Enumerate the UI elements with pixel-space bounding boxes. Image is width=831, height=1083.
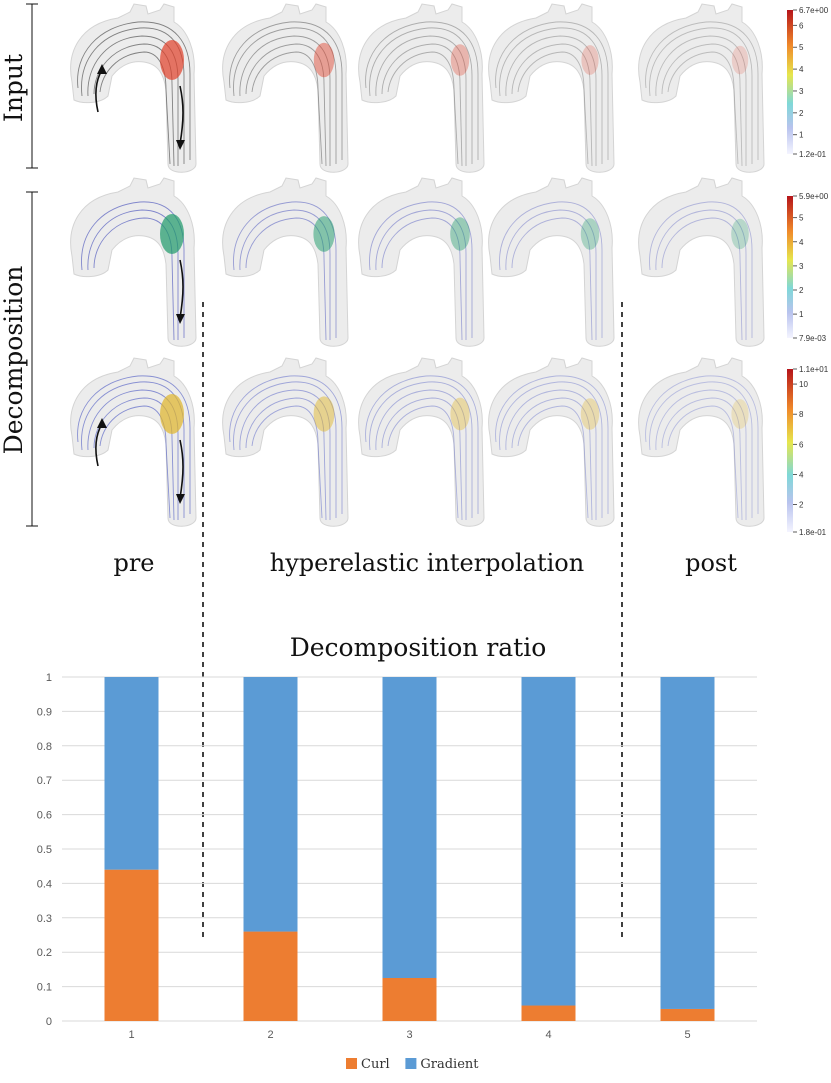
colorbar-tick-label: 4 xyxy=(799,470,804,479)
aorta-panel-r3-c1 xyxy=(70,357,197,527)
aorta-panel-r1-c1 xyxy=(70,3,197,173)
column-label-hyperelastic-interpolation: hyperelastic interpolation xyxy=(270,549,584,577)
colorbar-tick-label: 3 xyxy=(799,87,804,96)
y-tick-label: 0.2 xyxy=(37,947,52,959)
y-tick-label: 0.7 xyxy=(37,775,52,787)
column-label-post: post xyxy=(685,549,737,577)
aorta-panel-r2-c4 xyxy=(488,177,615,347)
bar-gradient-1 xyxy=(104,677,159,870)
row-label-input: Input xyxy=(0,54,28,122)
bar-curl-3 xyxy=(382,978,437,1021)
colorbar-2: 5.9e+00 5 4 3 2 1 7.9e-03 xyxy=(787,192,829,343)
x-tick-label: 4 xyxy=(545,1029,551,1041)
bar-curl-1 xyxy=(104,869,159,1021)
colorbar-tick-label: 6.7e+00 xyxy=(799,6,829,15)
colorbar-tick-label: 4 xyxy=(799,238,804,247)
bar-curl-2 xyxy=(243,931,298,1021)
y-tick-label: 0.1 xyxy=(37,982,52,994)
aorta-panel-r1-c3 xyxy=(358,3,485,173)
row-label-group-decomposition: Decomposition xyxy=(0,191,38,527)
colorbar-tick-label: 2 xyxy=(799,286,804,295)
aorta-panel-r3-c4 xyxy=(488,357,615,527)
colorbar-tick-label: 7.9e-03 xyxy=(799,334,827,343)
aorta-panel-grid xyxy=(70,3,765,527)
aorta-panel-r1-c2 xyxy=(222,3,349,173)
row-label-decomposition: Decomposition xyxy=(0,266,28,455)
chart-legend: Curl Gradient xyxy=(346,1057,479,1072)
bar-gradient-2 xyxy=(243,677,298,932)
x-tick-label: 5 xyxy=(684,1029,690,1041)
colorbar-3: 1.1e+01 10 8 6 4 2 1.8e-01 xyxy=(787,365,829,537)
chart-title: Decomposition ratio xyxy=(290,633,547,662)
aorta-panel-r2-c1 xyxy=(70,177,197,347)
bar-gradient-5 xyxy=(660,677,715,1009)
colorbar-tick-label: 6 xyxy=(799,21,804,30)
colorbar-tick-label: 1.1e+01 xyxy=(799,365,829,374)
colorbar-tick-label: 4 xyxy=(799,65,804,74)
x-tick-label: 2 xyxy=(267,1029,273,1041)
aorta-panel-r1-c5 xyxy=(638,3,765,173)
y-tick-label: 0.8 xyxy=(37,741,52,753)
colorbar-tick-label: 5 xyxy=(799,214,804,223)
aorta-panel-r2-c2 xyxy=(222,177,349,347)
aorta-panel-r3-c2 xyxy=(222,357,349,527)
bar-curl-4 xyxy=(521,1005,576,1021)
y-tick-label: 0.9 xyxy=(37,706,52,718)
colorbar-tick-label: 6 xyxy=(799,440,804,449)
colorbar-group: 6.7e+00 6 5 4 3 2 1 1.2e-01 5.9e+00 5 4 3 2 1 7.9e-03 1… xyxy=(787,6,829,537)
y-tick-label: 0 xyxy=(46,1016,52,1028)
colorbar-tick-label: 5.9e+00 xyxy=(799,192,829,201)
aorta-panel-r2-c5 xyxy=(638,177,765,347)
colorbar-tick-label: 2 xyxy=(799,109,804,118)
legend-label-gradient: Gradient xyxy=(420,1057,479,1072)
y-tick-label: 0.4 xyxy=(37,878,52,890)
bar-chart: 0 0.1 0.2 0.3 0.4 0.5 0.6 0.7 0.8 0.9 1 1 2 3 4 5 Curl Gr… xyxy=(37,672,757,1072)
column-label-pre: pre xyxy=(113,549,154,577)
bar-curl-5 xyxy=(660,1008,715,1021)
aorta-panel-r3-c3 xyxy=(358,357,485,527)
legend-swatch-gradient xyxy=(405,1058,417,1069)
y-tick-label: 0.3 xyxy=(37,913,52,925)
x-tick-label: 1 xyxy=(128,1029,134,1041)
colorbar-tick-label: 1 xyxy=(799,310,804,319)
x-tick-label: 3 xyxy=(406,1029,412,1041)
colorbar-tick-label: 10 xyxy=(799,380,808,389)
colorbar-tick-label: 1.2e-01 xyxy=(799,150,827,159)
y-tick-label: 0.5 xyxy=(37,844,52,856)
colorbar-tick-label: 1 xyxy=(799,131,804,140)
aorta-panel-r3-c5 xyxy=(638,357,765,527)
colorbar-1: 6.7e+00 6 5 4 3 2 1 1.2e-01 xyxy=(787,6,829,159)
colorbar-tick-label: 5 xyxy=(799,43,804,52)
row-label-group-input: Input xyxy=(0,3,38,169)
y-tick-label: 0.6 xyxy=(37,810,52,822)
legend-label-curl: Curl xyxy=(361,1057,390,1072)
colorbar-tick-label: 3 xyxy=(799,262,804,271)
aorta-panel-r2-c3 xyxy=(358,177,485,347)
y-tick-label: 1 xyxy=(46,672,52,684)
legend-swatch-curl xyxy=(346,1058,357,1069)
colorbar-tick-label: 8 xyxy=(799,410,804,419)
aorta-panel-r1-c4 xyxy=(488,3,615,173)
bar-gradient-4 xyxy=(521,677,576,1006)
colorbar-tick-label: 1.8e-01 xyxy=(799,528,827,537)
bar-gradient-3 xyxy=(382,677,437,978)
colorbar-tick-label: 2 xyxy=(799,501,804,510)
